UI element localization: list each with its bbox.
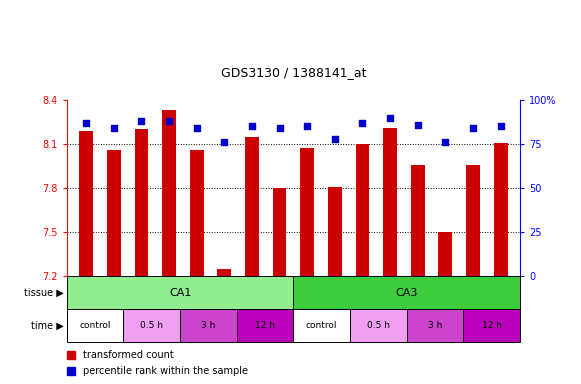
- Point: [441, 139, 450, 145]
- Point: [496, 123, 505, 129]
- Point: [303, 123, 312, 129]
- Text: CA1: CA1: [169, 288, 191, 298]
- Text: 12 h: 12 h: [482, 321, 501, 330]
- Text: 0.5 h: 0.5 h: [140, 321, 163, 330]
- Point: [220, 139, 229, 145]
- Text: time ▶: time ▶: [31, 320, 64, 331]
- Point: [413, 121, 422, 127]
- Text: control: control: [80, 321, 111, 330]
- Bar: [350, 309, 407, 342]
- Bar: [383, 128, 397, 276]
- Point: [468, 125, 478, 131]
- Bar: [67, 276, 293, 309]
- Bar: [411, 165, 425, 276]
- Bar: [494, 142, 508, 276]
- Bar: [272, 188, 286, 276]
- Point: [164, 118, 174, 124]
- Point: [137, 118, 146, 124]
- Text: 12 h: 12 h: [255, 321, 275, 330]
- Bar: [79, 131, 93, 276]
- Bar: [407, 309, 464, 342]
- Point: [109, 125, 119, 131]
- Bar: [124, 309, 180, 342]
- Bar: [439, 232, 452, 276]
- Bar: [245, 137, 259, 276]
- Bar: [464, 309, 520, 342]
- Text: CA3: CA3: [396, 288, 418, 298]
- Bar: [237, 309, 293, 342]
- Text: transformed count: transformed count: [83, 350, 173, 360]
- Point: [248, 123, 257, 129]
- Bar: [466, 165, 480, 276]
- Bar: [293, 309, 350, 342]
- Point: [192, 125, 202, 131]
- Bar: [190, 150, 203, 276]
- Bar: [217, 269, 231, 276]
- Bar: [162, 110, 176, 276]
- Point: [358, 120, 367, 126]
- Bar: [293, 276, 520, 309]
- Point: [330, 136, 339, 142]
- Bar: [300, 149, 314, 276]
- Text: percentile rank within the sample: percentile rank within the sample: [83, 366, 248, 376]
- Point: [81, 120, 91, 126]
- Bar: [180, 309, 237, 342]
- Bar: [356, 144, 370, 276]
- Text: tissue ▶: tissue ▶: [24, 288, 64, 298]
- Text: control: control: [306, 321, 338, 330]
- Text: 3 h: 3 h: [428, 321, 442, 330]
- Text: 3 h: 3 h: [201, 321, 216, 330]
- Text: GDS3130 / 1388141_at: GDS3130 / 1388141_at: [221, 66, 366, 79]
- Bar: [135, 129, 148, 276]
- Text: 0.5 h: 0.5 h: [367, 321, 390, 330]
- Point: [275, 125, 284, 131]
- Bar: [107, 150, 121, 276]
- Bar: [67, 309, 124, 342]
- Bar: [328, 187, 342, 276]
- Point: [385, 114, 394, 121]
